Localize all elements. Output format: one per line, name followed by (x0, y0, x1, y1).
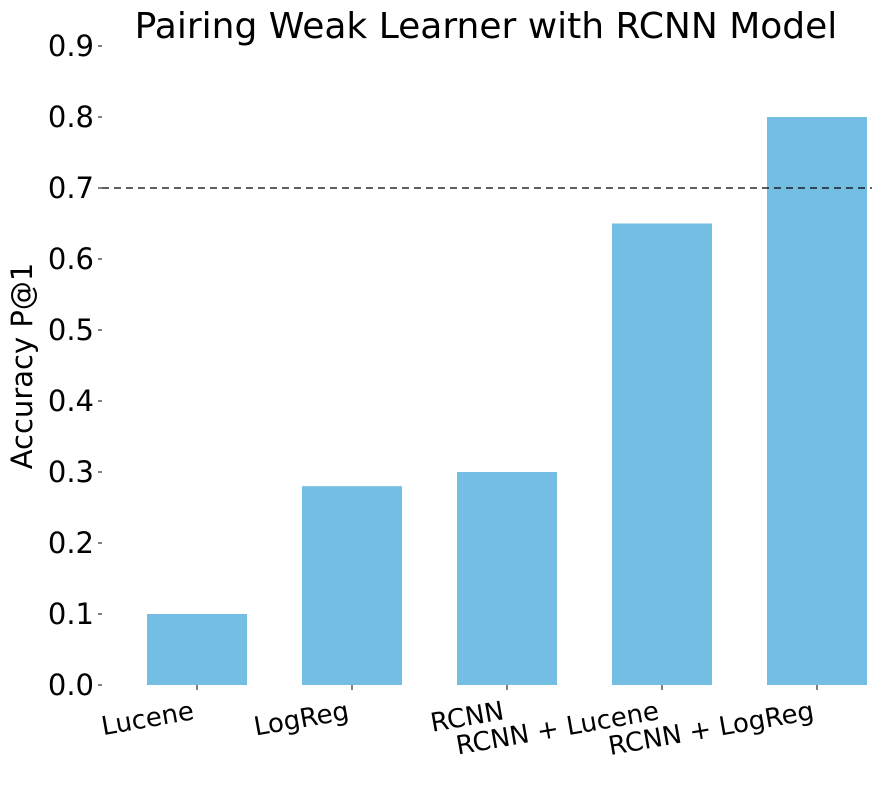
y-tick-label-5: 0.5 (48, 313, 94, 347)
y-tick-label-3: 0.3 (48, 455, 94, 489)
chart-title: Pairing Weak Learner with RCNN Model (135, 6, 838, 47)
x-tick-label-0: Lucene (99, 696, 196, 742)
y-tick-label-1: 0.1 (48, 597, 94, 631)
y-tick-label-2: 0.2 (48, 526, 94, 560)
y-tick-label-6: 0.6 (48, 242, 94, 276)
y-tick-label-4: 0.4 (48, 384, 94, 418)
bar-lucene (147, 614, 247, 685)
y-tick-label-8: 0.8 (48, 100, 94, 134)
y-axis-label: Accuracy P@1 (5, 263, 39, 470)
bar-rcnn (457, 472, 557, 685)
bars-group (147, 117, 867, 685)
y-axis: 0.0 0.1 0.2 0.3 0.4 0.5 0.6 0.7 0.8 0.9 (48, 29, 102, 702)
y-tick-label-7: 0.7 (48, 171, 94, 205)
y-tick-label-9: 0.9 (48, 29, 94, 63)
bar-rcnn-lucene (612, 223, 712, 685)
y-tick-label-0: 0.0 (48, 668, 94, 702)
x-tick-label-1: LogReg (252, 696, 352, 742)
bar-logreg (302, 486, 402, 685)
bar-rcnn-logreg (767, 117, 867, 685)
